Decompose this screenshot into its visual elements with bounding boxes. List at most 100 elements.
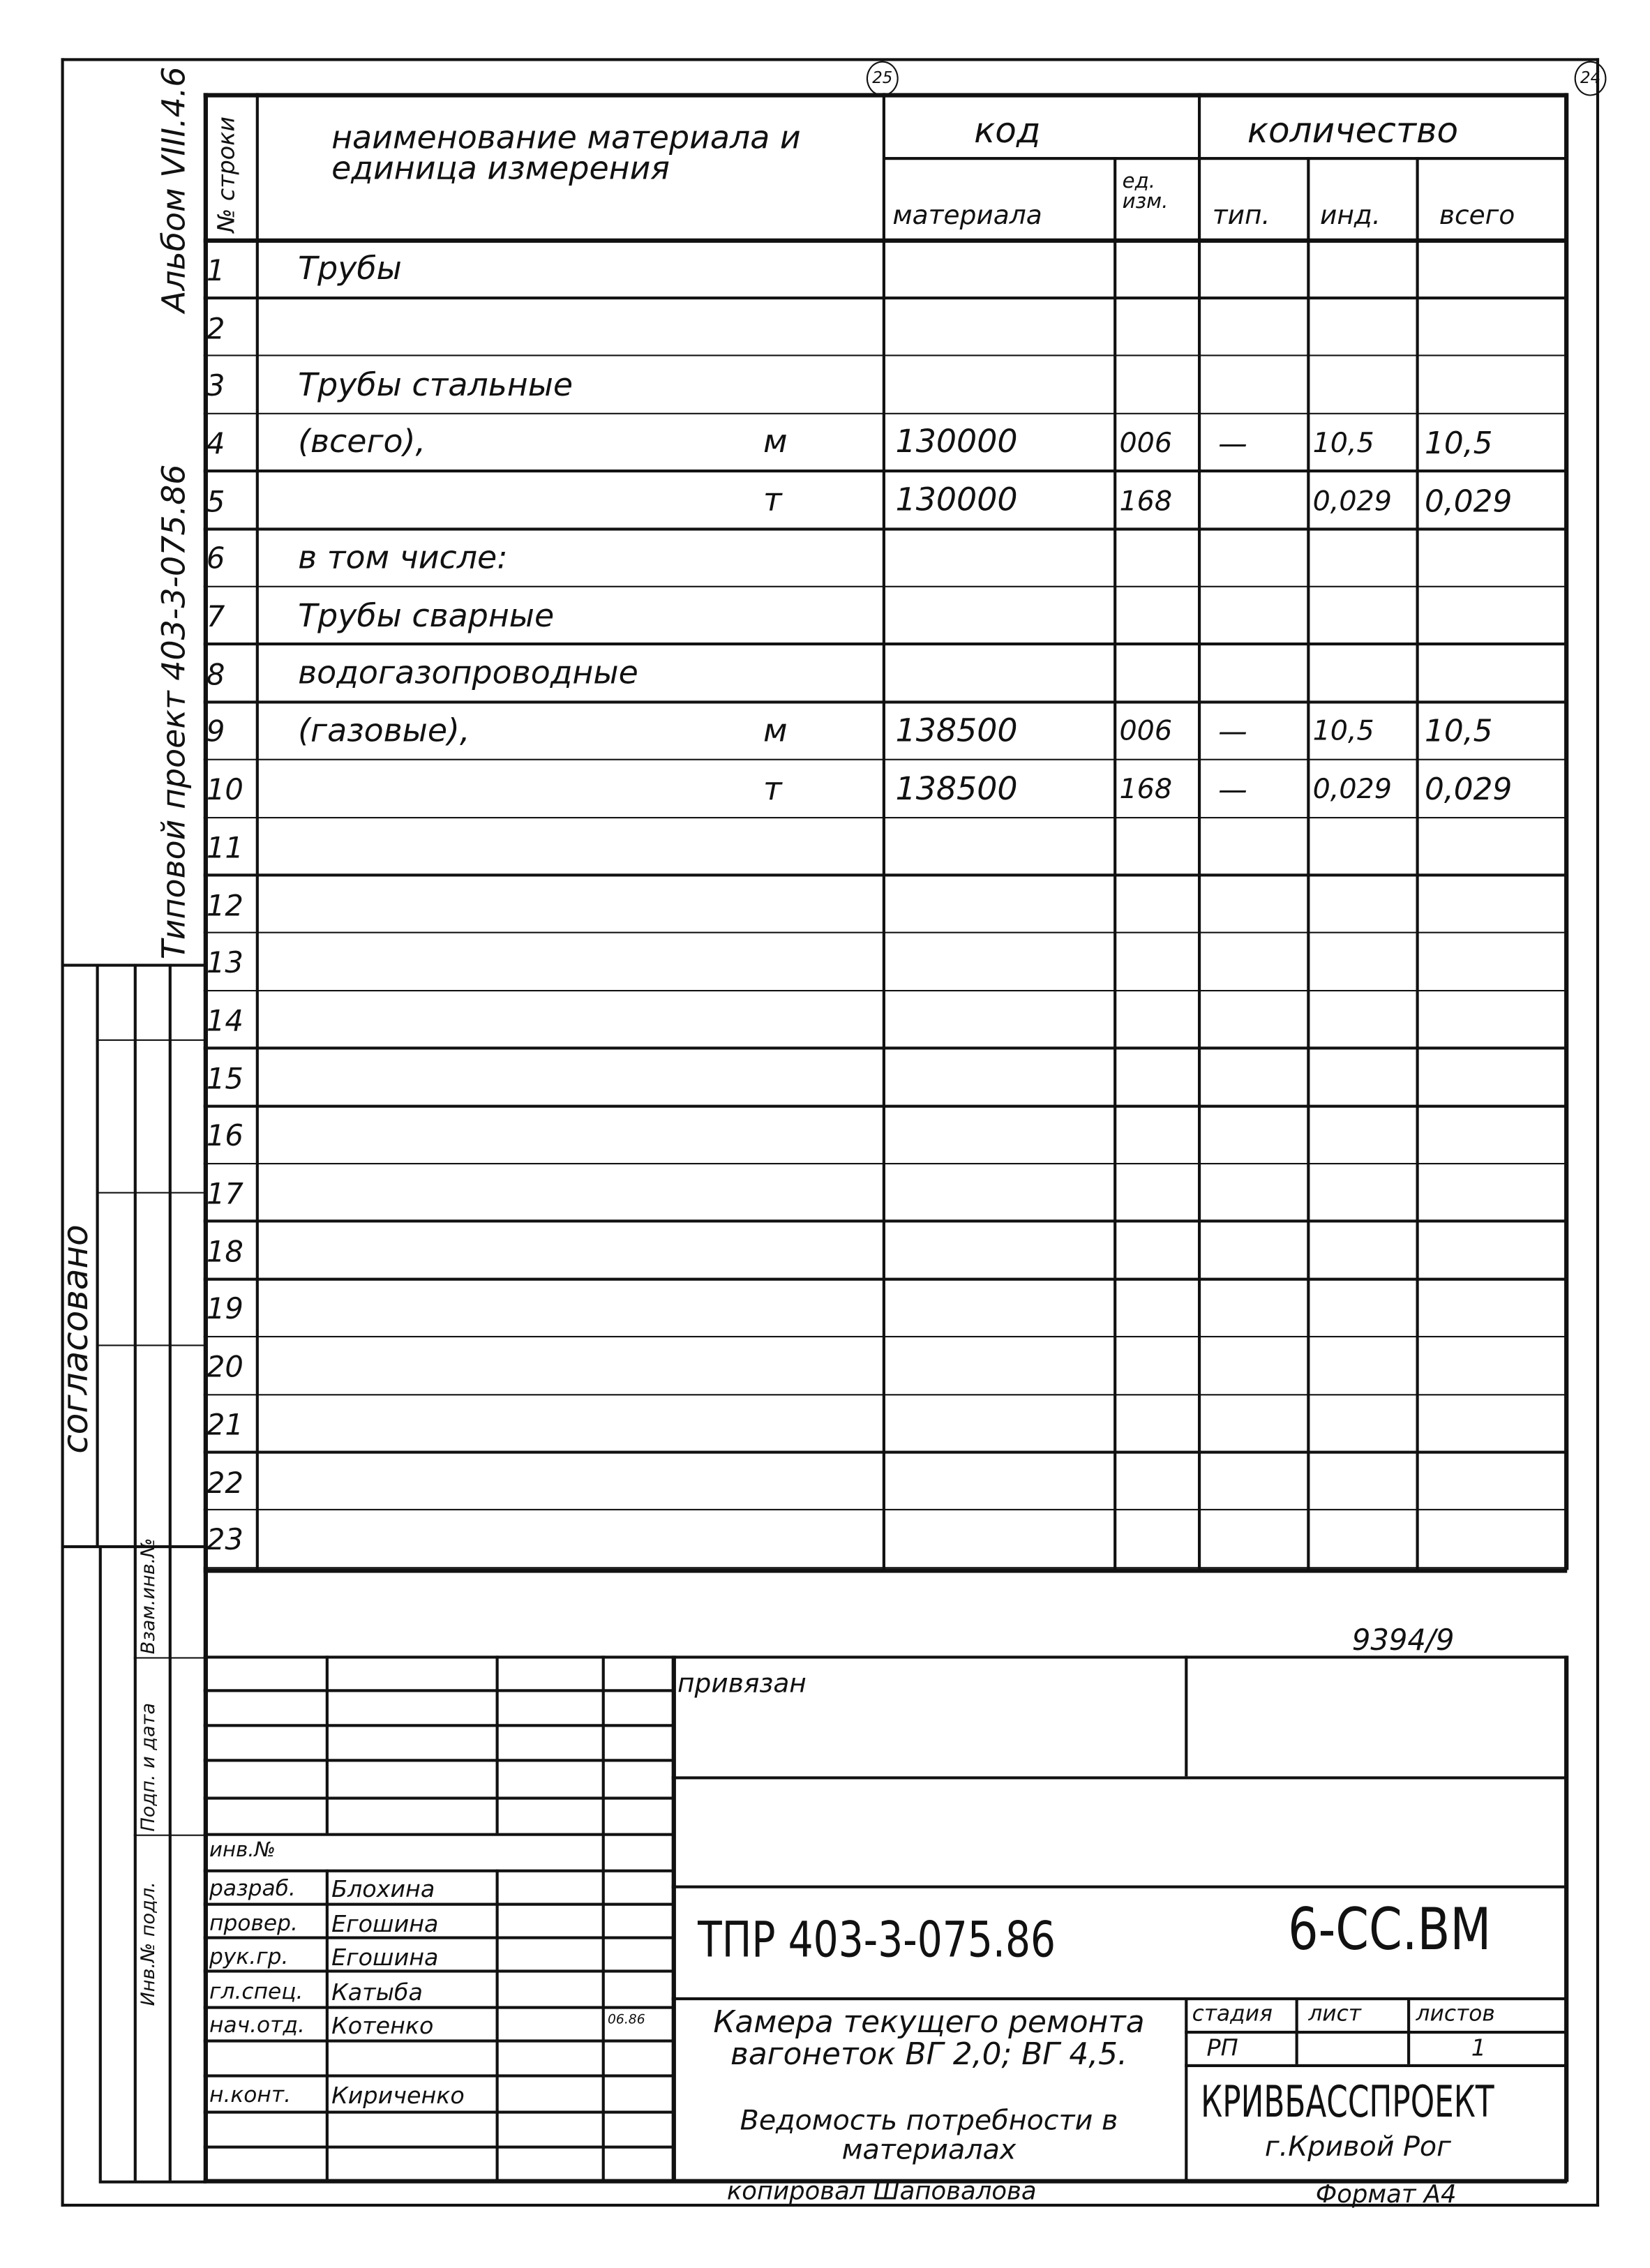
row-unit xyxy=(763,1453,821,1511)
row-unit xyxy=(763,876,821,934)
row-typical xyxy=(1218,472,1300,530)
staff-name: Блохина xyxy=(331,1875,435,1903)
row-number: 12 xyxy=(206,887,243,923)
row-total xyxy=(1425,818,1563,876)
sign-date-label: Подп. и дата xyxy=(137,1702,160,1832)
row-name xyxy=(298,1164,763,1222)
row-individual xyxy=(1313,299,1415,357)
doc-mark: 6-СС.ВМ xyxy=(1288,1897,1492,1965)
row-unit xyxy=(763,1280,821,1338)
row-typical xyxy=(1218,1453,1300,1511)
table-row: 10 т 138500 168 — 0,029 0,029 xyxy=(203,760,1568,819)
row-name xyxy=(298,472,763,530)
row-unit-code xyxy=(1119,1107,1194,1165)
row-total xyxy=(1425,299,1563,357)
row-typical xyxy=(1218,645,1300,703)
row-name: Трубы стальные xyxy=(298,367,573,404)
doc-code: ТПР 403-3-075.86 xyxy=(698,1912,1056,1970)
row-material-code xyxy=(896,1222,1108,1280)
table-row: 18 xyxy=(203,1222,1568,1281)
row-unit xyxy=(763,1222,821,1280)
org-city: г.Кривой Рог xyxy=(1264,2131,1451,2163)
row-number: 15 xyxy=(206,1060,243,1096)
row-number: 14 xyxy=(206,1002,243,1038)
row-individual: 0,029 xyxy=(1312,773,1392,806)
table-row: 7 Трубы сварные xyxy=(203,587,1568,646)
row-unit-code xyxy=(1119,1280,1194,1338)
approved-label: согласовано xyxy=(55,1224,96,1454)
header-name: наименование материала и единица измерен… xyxy=(331,120,801,188)
row-name xyxy=(298,934,763,992)
row-individual xyxy=(1313,991,1415,1049)
row-material-code xyxy=(896,876,1108,934)
row-total xyxy=(1425,1107,1563,1165)
row-number: 20 xyxy=(206,1349,243,1385)
row-number: 19 xyxy=(206,1291,243,1327)
row-name: (газовые), xyxy=(298,714,470,751)
row-unit xyxy=(763,645,821,703)
staff-role: разраб. xyxy=(209,1875,296,1902)
row-number: 17 xyxy=(206,1176,243,1211)
staff-role: н.конт. xyxy=(209,2081,292,2108)
row-name xyxy=(298,818,763,876)
row-number: 1 xyxy=(206,253,225,288)
row-material-code xyxy=(896,934,1108,992)
staff-name: Егошина xyxy=(331,1944,439,1972)
row-individual: 10,5 xyxy=(1312,716,1374,749)
row-material-code: 130000 xyxy=(895,425,1018,462)
archive-number: 9394/9 xyxy=(1351,1622,1455,1658)
row-typical xyxy=(1218,1338,1300,1396)
table-row: 9 (газовые), м 138500 006 — 10,5 10,5 xyxy=(203,703,1568,761)
table-row: 1 Трубы xyxy=(203,241,1568,299)
row-unit-code xyxy=(1119,1049,1194,1107)
table-row: 2 xyxy=(203,299,1568,357)
row-individual xyxy=(1313,934,1415,992)
row-typical xyxy=(1218,934,1300,992)
table-row: 14 xyxy=(203,991,1568,1050)
staff-role: нач.отд. xyxy=(209,2012,305,2039)
row-name xyxy=(298,1338,763,1396)
row-material-code xyxy=(896,587,1108,645)
sheet-label: лист xyxy=(1308,2000,1362,2027)
row-individual xyxy=(1313,876,1415,934)
row-total xyxy=(1425,1222,1563,1280)
inv-no-label: инв.№ xyxy=(209,1838,276,1863)
row-unit xyxy=(763,1511,821,1569)
row-unit-code xyxy=(1119,1164,1194,1222)
row-unit xyxy=(763,241,821,299)
row-name xyxy=(298,1107,763,1165)
row-total xyxy=(1425,991,1563,1049)
row-unit: м xyxy=(763,714,788,751)
header-unit-code: ед. изм. xyxy=(1122,170,1169,214)
object-name: Камера текущего ремонта вагонеток ВГ 2,0… xyxy=(713,2004,1145,2072)
row-typical xyxy=(1218,876,1300,934)
row-material-code xyxy=(896,991,1108,1049)
row-typical xyxy=(1218,1222,1300,1280)
row-individual xyxy=(1313,356,1415,414)
header-row-no: № строки xyxy=(212,116,240,233)
bound-label: привязан xyxy=(677,1669,807,1699)
row-material-code xyxy=(896,1107,1108,1165)
row-unit: т xyxy=(763,483,782,520)
project-label: Типовой проект 403-3-075.86 xyxy=(157,464,194,960)
staff-name: Катыба xyxy=(331,1978,423,2006)
row-material-code xyxy=(896,818,1108,876)
row-unit xyxy=(763,818,821,876)
row-unit-code xyxy=(1119,645,1194,703)
row-number: 10 xyxy=(206,772,243,807)
row-typical: — xyxy=(1218,772,1247,807)
row-name xyxy=(298,1453,763,1511)
row-typical xyxy=(1218,530,1300,588)
row-typical xyxy=(1218,1049,1300,1107)
staff-role: гл.спец. xyxy=(209,1978,303,2004)
row-total xyxy=(1425,530,1563,588)
staff-role: провер. xyxy=(209,1909,298,1936)
row-unit-code xyxy=(1119,934,1194,992)
row-material-code: 138500 xyxy=(895,771,1018,808)
row-total: 10,5 xyxy=(1425,426,1493,461)
row-unit: м xyxy=(763,425,788,462)
row-individual xyxy=(1313,1107,1415,1165)
row-total xyxy=(1425,1511,1563,1569)
row-unit-code xyxy=(1119,876,1194,934)
